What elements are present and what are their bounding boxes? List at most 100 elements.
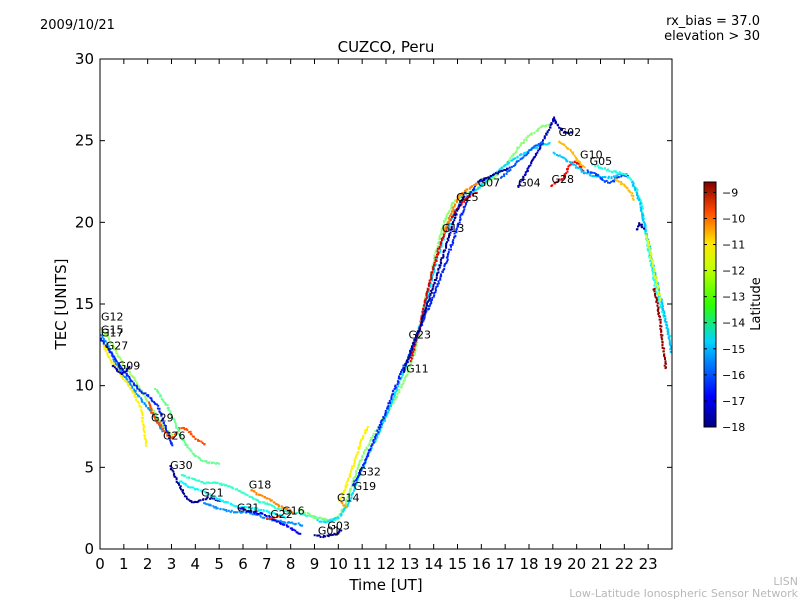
data-point: [343, 504, 346, 507]
data-point: [655, 297, 658, 299]
data-point: [150, 399, 153, 402]
data-point: [428, 284, 430, 287]
data-point: [352, 484, 355, 487]
data-point: [485, 177, 488, 179]
data-point: [169, 432, 172, 435]
data-point: [292, 528, 295, 531]
data-point: [347, 500, 350, 503]
data-point: [257, 499, 260, 502]
satellite-track: [266, 514, 282, 520]
data-point: [629, 191, 632, 194]
data-point: [150, 397, 153, 400]
data-point: [554, 182, 557, 185]
data-point: [186, 444, 189, 447]
data-point: [488, 177, 491, 180]
data-point: [432, 262, 435, 265]
data-point: [307, 514, 310, 517]
data-point: [568, 132, 571, 135]
data-point: [653, 279, 656, 282]
data-point: [144, 397, 147, 400]
data-point: [240, 507, 243, 510]
data-point: [436, 283, 439, 286]
data-point: [663, 364, 666, 367]
data-point: [351, 482, 354, 485]
data-point: [442, 251, 445, 254]
data-point: [160, 424, 162, 427]
data-point: [616, 171, 619, 174]
data-point: [464, 189, 467, 192]
data-point: [348, 492, 351, 495]
data-point: [636, 188, 639, 191]
data-point: [497, 170, 500, 173]
data-point: [416, 341, 419, 344]
data-point: [464, 198, 467, 201]
data-point: [656, 288, 659, 290]
data-point: [614, 178, 617, 181]
data-point: [499, 170, 502, 173]
data-point: [545, 143, 548, 146]
data-point: [153, 401, 156, 404]
data-point: [419, 324, 422, 327]
data-point: [274, 502, 277, 505]
data-point: [113, 355, 116, 358]
data-point: [159, 395, 161, 398]
satellite-label: G30: [170, 459, 193, 472]
data-point: [362, 464, 365, 467]
data-point: [204, 491, 207, 493]
data-point: [539, 146, 542, 149]
data-point: [518, 183, 521, 186]
data-point: [279, 522, 282, 525]
data-point: [439, 243, 442, 246]
data-point: [100, 339, 103, 342]
data-point: [659, 333, 662, 336]
data-point: [360, 438, 363, 441]
satellite-track: [313, 529, 343, 539]
data-point: [125, 370, 128, 373]
data-point: [450, 212, 453, 215]
data-point: [171, 416, 174, 419]
data-point: [143, 437, 146, 440]
data-point: [548, 128, 551, 131]
data-point: [255, 493, 258, 496]
data-point: [489, 179, 492, 182]
data-point: [282, 509, 285, 512]
data-point: [647, 239, 650, 242]
data-point: [442, 253, 445, 256]
data-point: [135, 396, 138, 399]
data-point: [477, 180, 480, 183]
data-point: [103, 348, 106, 351]
data-point: [302, 511, 305, 514]
data-point: [636, 192, 639, 195]
data-point: [208, 493, 211, 496]
data-point: [427, 300, 430, 302]
data-point: [208, 482, 211, 484]
data-point: [431, 264, 434, 267]
data-point: [417, 330, 420, 333]
data-point: [322, 536, 325, 539]
data-point: [480, 179, 483, 182]
data-point: [439, 264, 442, 267]
data-point: [356, 478, 359, 481]
data-point: [667, 336, 670, 339]
data-point: [374, 437, 377, 440]
data-point: [446, 258, 449, 261]
data-point: [349, 475, 352, 478]
data-point: [564, 157, 567, 160]
data-point: [263, 496, 266, 498]
data-point: [445, 261, 448, 264]
data-point: [658, 306, 661, 308]
data-point: [391, 393, 394, 396]
data-point: [248, 510, 251, 513]
data-point: [357, 446, 360, 449]
data-point: [554, 122, 557, 125]
data-point: [456, 198, 459, 201]
data-point: [296, 512, 299, 514]
data-point: [459, 200, 462, 203]
data-point: [445, 244, 448, 247]
satellite-label: G02: [559, 126, 582, 139]
data-point: [347, 477, 350, 480]
data-point: [171, 437, 174, 440]
data-point: [637, 225, 639, 228]
data-point: [102, 344, 105, 347]
data-point: [438, 266, 441, 269]
